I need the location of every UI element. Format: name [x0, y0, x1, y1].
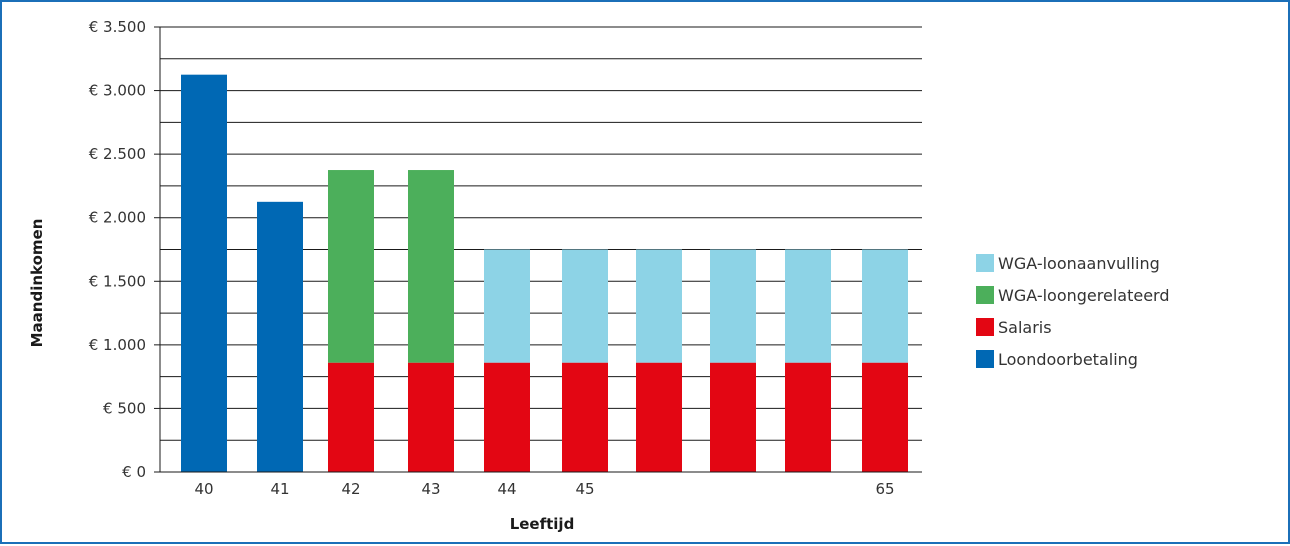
bar-wga-loonaanvulling-7: [710, 249, 756, 363]
legend-label: Loondoorbetaling: [998, 350, 1138, 369]
x-tick-label: 43: [421, 480, 440, 498]
y-tick-label: € 3.500: [89, 18, 146, 36]
bar-salaris-3: [408, 362, 454, 472]
bar-wga-loonaanvulling-4: [484, 249, 530, 363]
bar-wga-loonaanvulling-9: [862, 249, 908, 363]
y-tick-label: € 1.000: [89, 336, 146, 354]
bar-salaris-6: [636, 362, 682, 472]
x-axis-title: Leeftijd: [510, 515, 575, 533]
axis-layer: € 0 € 500 € 1.000 € 1.500 € 2.000 € 2.500 € 3.…: [89, 18, 922, 498]
legend-swatch: [976, 254, 994, 272]
bar-salaris-2: [328, 362, 374, 472]
legend-label: Salaris: [998, 318, 1052, 337]
x-tick-label: 42: [341, 480, 360, 498]
bars-layer: [181, 74, 908, 473]
x-tick-label: 44: [497, 480, 516, 498]
bar-salaris-8: [785, 362, 831, 472]
bar-wga-loonaanvulling-5: [562, 249, 608, 363]
y-axis-title: Maandinkomen: [28, 219, 46, 348]
legend-swatch: [976, 350, 994, 368]
y-tick-label: € 2.000: [89, 209, 146, 227]
x-tick-label: 40: [194, 480, 213, 498]
bar-salaris-9: [862, 362, 908, 472]
legend-swatch: [976, 286, 994, 304]
x-tick-label: 65: [875, 480, 894, 498]
legend: WGA-loonaanvulling WGA-loongerelateerd Sal…: [976, 254, 1169, 369]
bar-salaris-5: [562, 362, 608, 472]
bar-wga-loonaanvulling-8: [785, 249, 831, 363]
x-tick-label: 41: [270, 480, 289, 498]
legend-swatch: [976, 318, 994, 336]
bar-loondoorbetaling-0: [181, 74, 227, 472]
x-tick-label: 45: [575, 480, 594, 498]
bar-salaris-7: [710, 362, 756, 472]
y-tick-label: € 2.500: [89, 145, 146, 163]
legend-label: WGA-loonaanvulling: [998, 254, 1160, 273]
bar-wga-loongerelateerd-3: [408, 170, 454, 363]
y-tick-label: € 0: [122, 463, 146, 481]
bar-loondoorbetaling-1: [257, 201, 303, 473]
y-tick-label: € 500: [103, 399, 146, 417]
bar-wga-loongerelateerd-2: [328, 170, 374, 363]
y-tick-label: € 3.000: [89, 82, 146, 100]
y-tick-label: € 1.500: [89, 272, 146, 290]
legend-label: WGA-loongerelateerd: [998, 286, 1169, 305]
bar-wga-loonaanvulling-6: [636, 249, 682, 363]
bar-salaris-4: [484, 362, 530, 472]
